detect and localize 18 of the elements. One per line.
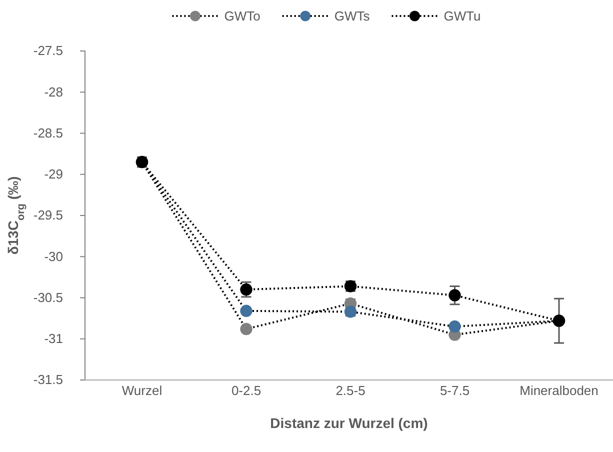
y-tick-label: -30.5: [33, 290, 63, 305]
y-tick-label: -31: [44, 331, 63, 346]
y-tick-label: -30: [44, 248, 63, 264]
legend-label: GWTo: [224, 8, 260, 24]
x-tick-label: 0-2.5: [231, 383, 262, 398]
y-tick-label: -31.5: [33, 372, 63, 388]
y-tick-label: -29: [44, 166, 63, 182]
x-tick-label: 5-7.5: [440, 383, 470, 398]
y-tick-label: -29.5: [33, 208, 63, 223]
x-tick-label: Wurzel: [122, 383, 162, 398]
y-tick-label: -28.5: [33, 125, 63, 140]
x-tick-label: 2.5-5: [336, 383, 366, 398]
legend-label: GWTu: [444, 8, 481, 24]
legend-label: GWTs: [334, 8, 370, 24]
x-tick-label: Mineralboden: [520, 383, 598, 398]
y-tick-label: -27.5: [33, 43, 63, 58]
y-tick-label: -28: [44, 84, 63, 100]
x-axis-title: Distanz zur Wurzel (cm): [270, 415, 428, 431]
